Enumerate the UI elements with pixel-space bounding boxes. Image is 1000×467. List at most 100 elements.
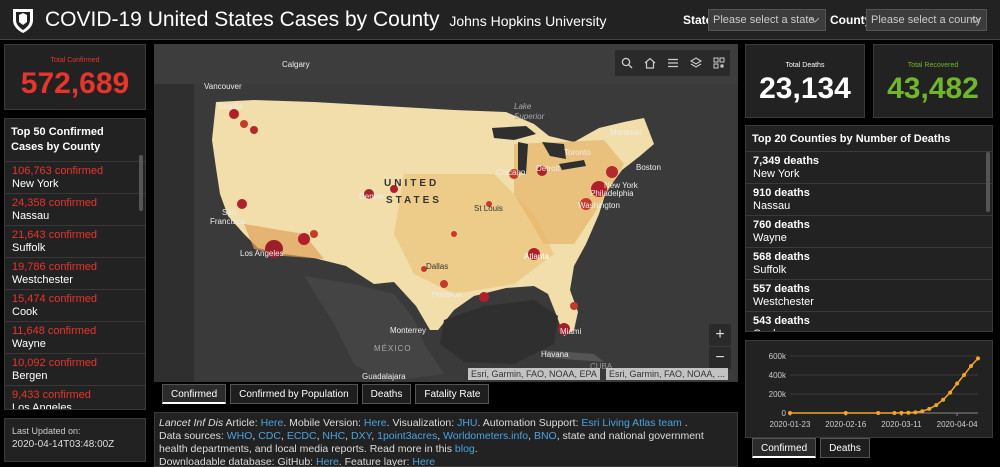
tab-confirmed[interactable]: Confirmed — [162, 384, 227, 404]
search-icon[interactable] — [615, 50, 638, 76]
page-title: COVID-19 United States Cases by County J… — [45, 8, 607, 32]
map-label-philadelphia: Philadelphia — [590, 189, 634, 198]
data-source-link[interactable]: CDC — [258, 430, 281, 442]
list-item[interactable]: 21,643 confirmed Suffolk — [5, 225, 145, 257]
data-source-link[interactable]: 1point3acres — [377, 430, 438, 442]
list-item[interactable]: 760 deaths Wayne — [746, 215, 992, 247]
list-item-name: Westchester — [12, 274, 73, 286]
layers-icon[interactable] — [684, 50, 707, 76]
map-label-guadalajara: Guadalajara — [362, 372, 406, 381]
list-item-value: 11,648 confirmed — [12, 325, 97, 337]
list-item[interactable]: 568 deaths Suffolk — [746, 247, 992, 279]
data-point — [976, 356, 980, 361]
home-icon[interactable] — [638, 50, 661, 76]
list-item-name: Bergen — [12, 370, 48, 382]
data-point — [948, 390, 953, 395]
map-label-boston: Boston — [636, 163, 661, 172]
map-label-st-louis: St Louis — [474, 204, 503, 213]
state-select[interactable]: Please select a state — [708, 9, 826, 31]
map-label-atlanta: Atlanta — [524, 252, 549, 261]
tab-fatality-rate[interactable]: Fatality Rate — [415, 384, 490, 404]
data-source-link[interactable]: WHO — [226, 430, 253, 442]
map-label-states: STATES — [386, 195, 442, 206]
map-label-mexico: MÉXICO — [374, 344, 412, 353]
top-confirmed-list[interactable]: 106,763 confirmed New York 24,358 confirme… — [5, 161, 145, 410]
x-tick-label: 2020-03-11 — [881, 420, 922, 429]
data-source-link[interactable]: DXY — [351, 430, 372, 442]
data-point — [913, 410, 918, 415]
list-item-value: 24,358 confirmed — [12, 197, 97, 209]
county-map[interactable]: Calgary Vancouver Seattle Lake Superior … — [154, 44, 738, 382]
mobile-version-link[interactable]: Here — [363, 417, 387, 429]
feature-layer-link[interactable]: Here — [412, 456, 436, 467]
list-item[interactable]: 9,433 confirmed Los Angeles — [5, 385, 145, 410]
top-confirmed-panel: Top 50 Confirmed Cases by County 106,763… — [4, 118, 146, 410]
list-item[interactable]: 15,474 confirmed Cook — [5, 289, 145, 321]
list-item-name: Suffolk — [753, 264, 787, 276]
list-item[interactable]: 557 deaths Westchester — [746, 279, 992, 311]
blog-link[interactable]: blog — [454, 443, 475, 455]
list-icon[interactable] — [661, 50, 684, 76]
jhu-link[interactable]: JHU — [457, 417, 478, 429]
info-panel: Lancet Inf Dis Article: Here. Mobile Ver… — [154, 412, 738, 467]
list-item[interactable]: 7,349 deaths New York — [746, 151, 992, 183]
data-source-link[interactable]: ECDC — [286, 430, 317, 442]
map-label-miami: Miami — [560, 327, 582, 336]
total-recovered-value: 43,482 — [887, 72, 979, 105]
scrollbar[interactable] — [986, 152, 990, 212]
state-label: State — [683, 13, 713, 27]
list-item[interactable]: 910 deaths Nassau — [746, 183, 992, 215]
list-item-value: 15,474 confirmed — [12, 293, 97, 305]
list-item-name: Cook — [753, 328, 985, 331]
map-label-calgary: Calgary — [282, 60, 310, 69]
total-confirmed-value: 572,689 — [20, 67, 130, 100]
list-item-name: New York — [753, 168, 800, 180]
esri-team-link[interactable]: Esri Living Atlas team — [581, 417, 682, 429]
info-line-3: Downloadable database: GitHub: Here. Fea… — [159, 456, 733, 467]
jhu-logo-icon — [13, 9, 33, 33]
tab-confirmed-by-population[interactable]: Confirmed by Population — [230, 384, 358, 404]
zoom-out-button[interactable]: − — [709, 347, 731, 369]
list-item-name: New York — [12, 178, 59, 190]
map-label-houston: Houston — [432, 290, 462, 299]
chart-tab-deaths[interactable]: Deaths — [820, 438, 870, 458]
data-point — [788, 410, 792, 415]
list-item-value: 7,349 deaths — [753, 155, 820, 167]
x-tick-label: 2020-01-23 — [770, 420, 811, 429]
qr-grid-icon[interactable] — [707, 50, 730, 76]
data-point — [899, 410, 904, 415]
tab-deaths[interactable]: Deaths — [361, 384, 412, 404]
top-deaths-list[interactable]: 7,349 deaths New York 910 deaths Nassau 760 … — [746, 151, 992, 331]
list-item[interactable]: 24,358 confirmed Nassau — [5, 193, 145, 225]
total-deaths-label: Total Deaths — [785, 62, 825, 69]
list-item-name: Nassau — [12, 210, 50, 222]
info-text: Downloadable database: GitHub: — [159, 456, 317, 467]
list-item[interactable]: 10,092 confirmed Bergen — [5, 353, 145, 385]
map-label-denver: Denver — [359, 192, 385, 201]
data-source-link[interactable]: NHC — [322, 430, 346, 442]
data-source-link[interactable]: Worldometers.info — [443, 430, 529, 442]
list-item-value: 568 deaths — [753, 251, 810, 263]
state-select-value: Please select a state — [713, 14, 815, 26]
map-label-havana: Havana — [541, 350, 569, 359]
scrollbar[interactable] — [139, 155, 143, 211]
map-label-united: UNITED — [384, 178, 440, 189]
list-item[interactable]: 106,763 confirmed New York — [5, 161, 145, 193]
y-tick-label: 200k — [769, 390, 787, 399]
data-point — [892, 410, 897, 415]
github-link[interactable]: Here — [316, 456, 339, 467]
map-label-dallas: Dallas — [426, 262, 449, 271]
list-item-value: 106,763 confirmed — [12, 165, 104, 177]
chart-tab-confirmed[interactable]: Confirmed — [752, 438, 817, 458]
info-text: . Visualization: — [386, 417, 458, 429]
list-item[interactable]: 11,648 confirmed Wayne — [5, 321, 145, 353]
article-link[interactable]: Here — [260, 417, 284, 429]
list-item[interactable]: 543 deathsCook — [746, 311, 992, 331]
info-line-1: Lancet Inf Dis Article: Here. Mobile Ver… — [159, 417, 733, 430]
list-item[interactable]: 19,786 confirmed Westchester — [5, 257, 145, 289]
y-tick-label: 400k — [769, 371, 787, 380]
zoom-in-button[interactable]: + — [709, 324, 731, 346]
list-item-name: Los Angeles — [12, 402, 72, 410]
data-source-link[interactable]: BNO — [533, 430, 557, 442]
county-select[interactable]: Please select a county — [866, 9, 987, 31]
